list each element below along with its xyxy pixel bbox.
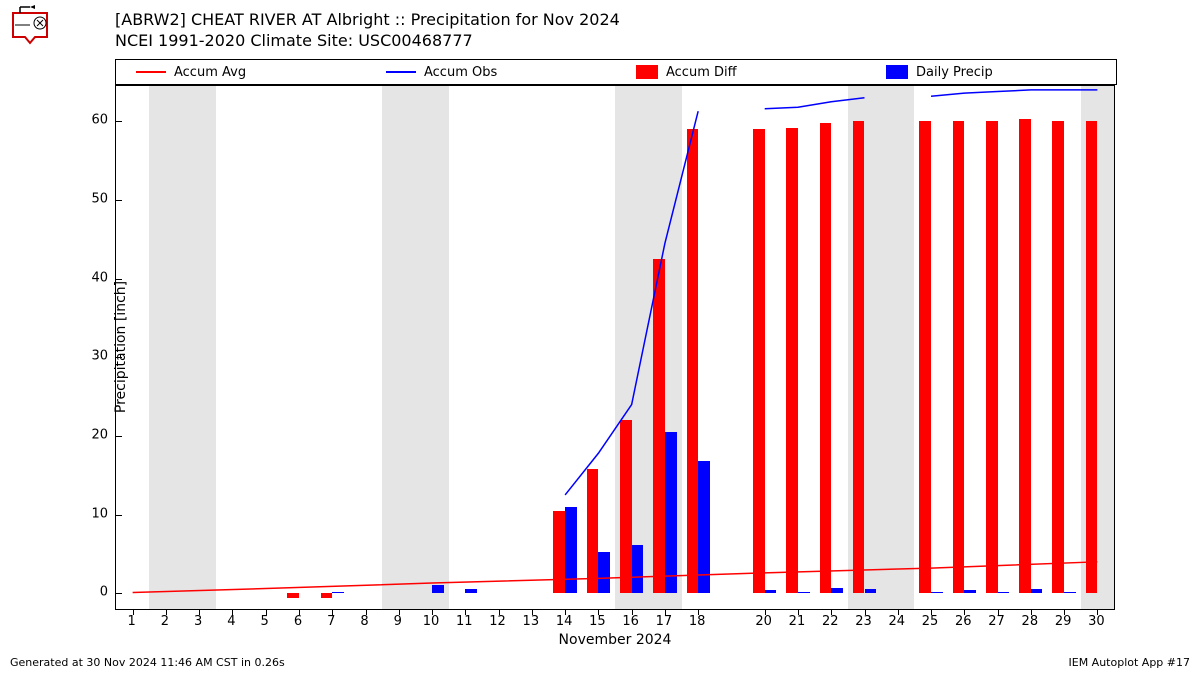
legend-item: Daily Precip [866,65,1116,80]
ytick-label: 60 [78,113,108,128]
ytick-label: 20 [78,427,108,442]
ytick-label: 30 [78,349,108,364]
legend-swatch [886,65,908,79]
xtick-label: 24 [888,614,905,629]
legend: Accum Avg Accum Obs Accum Diff Daily Precip [115,59,1117,85]
xtick-label: 12 [489,614,506,629]
plot-area [115,85,1115,610]
xtick-label: 29 [1055,614,1072,629]
title-line-1: [ABRW2] CHEAT RIVER AT Albright :: Preci… [115,10,620,31]
legend-label: Accum Avg [174,65,246,80]
iem-logo [5,5,55,45]
ytick-label: 50 [78,192,108,207]
xtick-label: 21 [789,614,806,629]
xtick-label: 9 [394,614,402,629]
legend-swatch [386,71,416,73]
xtick-label: 7 [327,614,335,629]
xtick-label: 1 [127,614,135,629]
xtick-label: 8 [360,614,368,629]
xtick-label: 3 [194,614,202,629]
xtick-label: 11 [456,614,473,629]
xtick-label: 16 [622,614,639,629]
title-line-2: NCEI 1991-2020 Climate Site: USC00468777 [115,31,620,52]
xtick-label: 6 [294,614,302,629]
xtick-label: 14 [556,614,573,629]
xtick-label: 18 [689,614,706,629]
xtick-label: 2 [161,614,169,629]
xtick-label: 26 [955,614,972,629]
xtick-label: 30 [1088,614,1105,629]
xtick-label: 20 [755,614,772,629]
footer-app: IEM Autoplot App #17 [1069,656,1191,669]
xtick-label: 15 [589,614,606,629]
ytick-label: 10 [78,506,108,521]
chart-lines [116,86,1114,609]
legend-swatch [136,71,166,73]
xtick-label: 17 [656,614,673,629]
footer-generated: Generated at 30 Nov 2024 11:46 AM CST in… [10,656,285,669]
chart-title: [ABRW2] CHEAT RIVER AT Albright :: Preci… [115,10,620,52]
xtick-label: 28 [1022,614,1039,629]
ytick-label: 0 [78,585,108,600]
xtick-label: 13 [523,614,540,629]
legend-label: Accum Obs [424,65,497,80]
x-axis-label: November 2024 [559,632,672,648]
legend-label: Accum Diff [666,65,737,80]
legend-item: Accum Obs [366,65,616,80]
xtick-label: 22 [822,614,839,629]
xtick-label: 23 [855,614,872,629]
xtick-label: 25 [922,614,939,629]
xtick-label: 27 [988,614,1005,629]
xtick-label: 4 [227,614,235,629]
legend-label: Daily Precip [916,65,993,80]
y-axis-label: Precipitation [inch] [113,281,129,413]
xtick-label: 10 [423,614,440,629]
legend-swatch [636,65,658,79]
legend-item: Accum Avg [116,65,366,80]
xtick-label: 5 [261,614,269,629]
legend-item: Accum Diff [616,65,866,80]
ytick-label: 40 [78,270,108,285]
